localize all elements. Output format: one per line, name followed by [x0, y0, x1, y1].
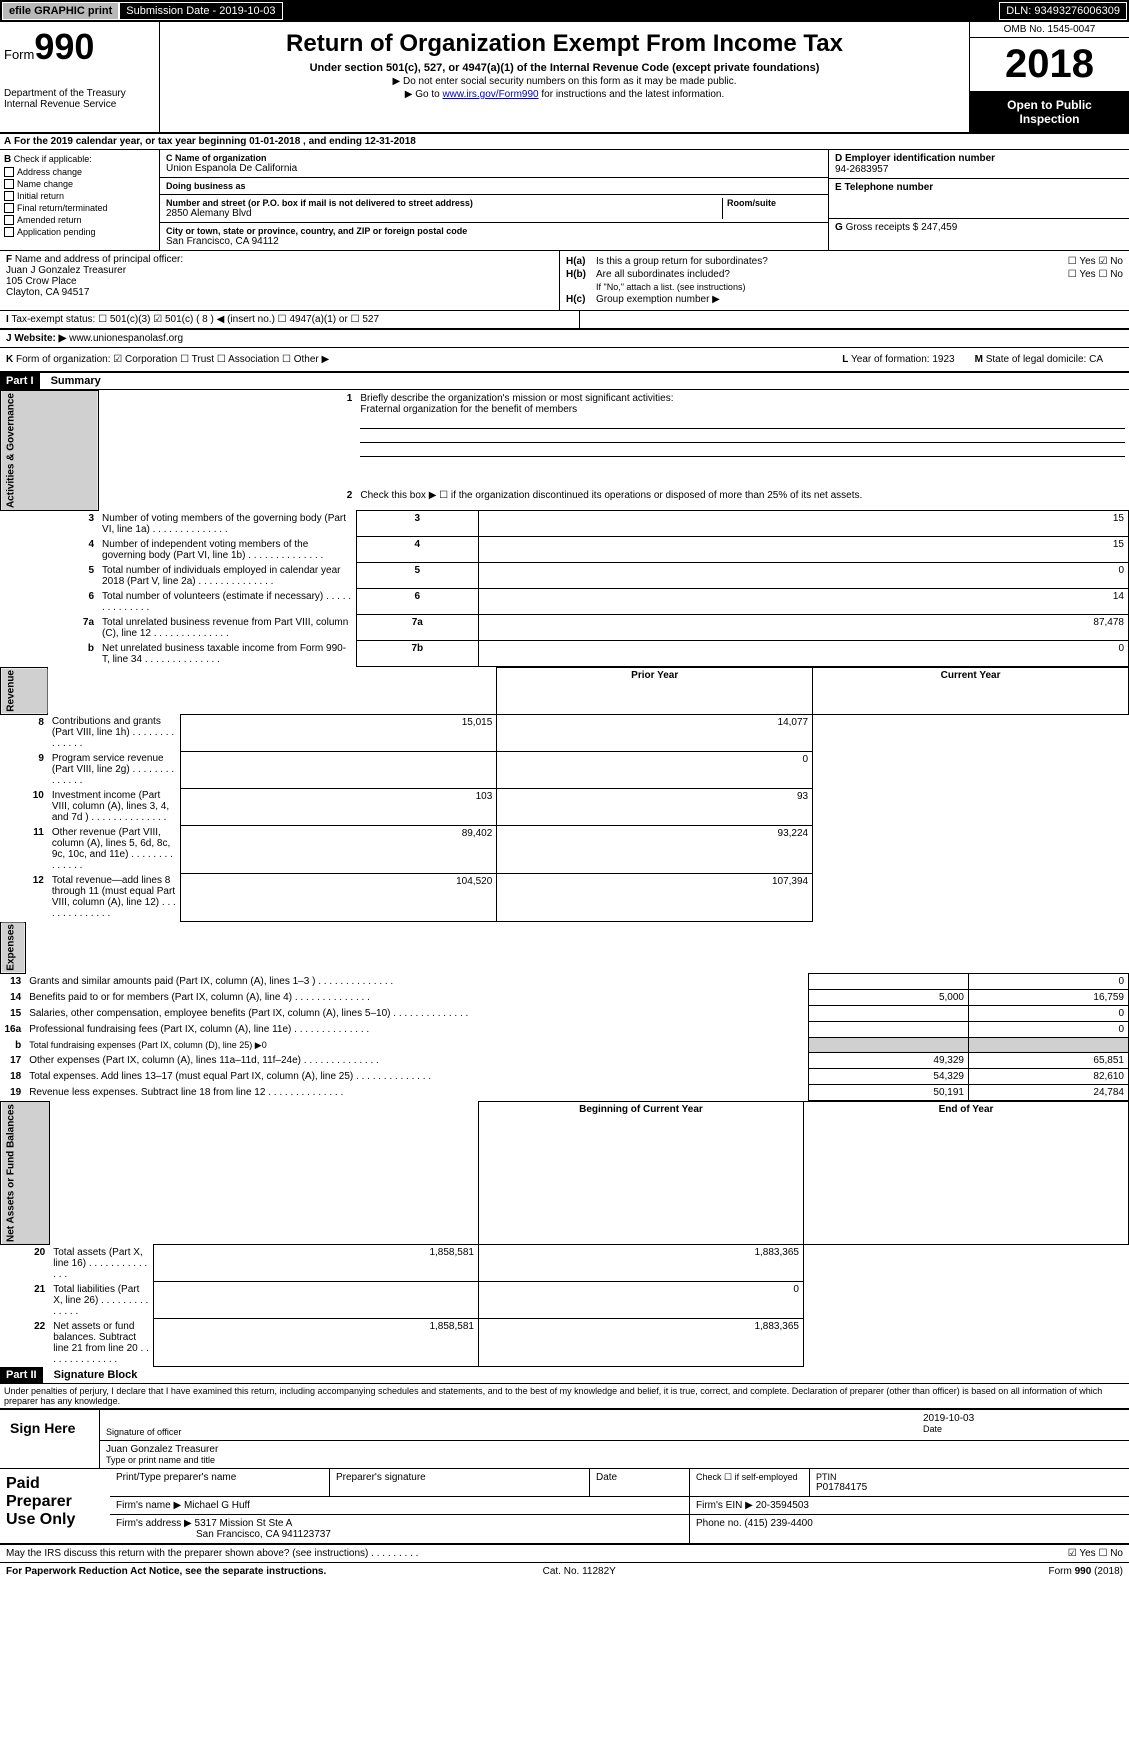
checkbox-initial-return[interactable]	[4, 191, 14, 201]
part2-header: Part II Signature Block	[0, 1367, 1129, 1384]
form-prefix: Form	[4, 47, 34, 62]
revenue-table: Revenue Prior Year Current Year 8Contrib…	[0, 667, 1129, 922]
top-section: Form990 Department of the Treasury Inter…	[0, 22, 1129, 134]
omb-number: OMB No. 1545-0047	[970, 22, 1129, 38]
part1-header: Part I Summary	[0, 373, 1129, 390]
line-a: A For the 2019 calendar year, or tax yea…	[0, 134, 1129, 150]
discuss-row: May the IRS discuss this return with the…	[0, 1545, 1129, 1563]
instruction-1: ▶ Do not enter social security numbers o…	[164, 76, 965, 87]
form990-link[interactable]: www.irs.gov/Form990	[442, 89, 538, 100]
open-to-public: Open to Public Inspection	[970, 92, 1129, 132]
tax-year: 2018	[970, 38, 1129, 92]
col-de: D Employer identification number 94-2683…	[829, 150, 1129, 250]
instruction-2: ▶ Go to www.irs.gov/Form990 for instruct…	[164, 89, 965, 100]
header-bar: efile GRAPHIC print Submission Date - 20…	[0, 0, 1129, 22]
side-expenses: Expenses	[1, 922, 26, 974]
right-header: OMB No. 1545-0047 2018 Open to Public In…	[969, 22, 1129, 132]
netassets-table: Net Assets or Fund Balances Beginning of…	[0, 1101, 1129, 1367]
form-number: 990	[34, 26, 94, 67]
col-h: H(a) Is this a group return for subordin…	[560, 251, 1129, 310]
ptin: P01784175	[816, 1482, 1123, 1493]
org-city: San Francisco, CA 94112	[166, 236, 822, 247]
section-fgh: F Name and address of principal officer:…	[0, 251, 1129, 311]
main-title: Return of Organization Exempt From Incom…	[164, 30, 965, 58]
org-name: Union Espanola De California	[166, 163, 822, 174]
sign-here-section: Sign Here Signature of officer 2019-10-0…	[0, 1408, 1129, 1469]
row-j: J Website: ▶ www.unionespanolasf.org	[0, 329, 1129, 348]
col-b: B Check if applicable: Address change Na…	[0, 150, 160, 250]
dln: DLN: 93493276006309	[999, 2, 1127, 20]
firm-name: Michael G Huff	[184, 1500, 250, 1511]
submission-date: Submission Date - 2019-10-03	[119, 2, 282, 20]
firm-ein: 20-3594503	[756, 1500, 809, 1511]
dept2: Internal Revenue Service	[4, 99, 155, 110]
gross-receipts: Gross receipts $ 247,459	[846, 222, 958, 233]
paid-label: Paid Preparer Use Only	[0, 1469, 110, 1543]
perjury-statement: Under penalties of perjury, I declare th…	[0, 1384, 1129, 1408]
side-governance: Activities & Governance	[1, 391, 99, 511]
side-netassets: Net Assets or Fund Balances	[1, 1102, 50, 1245]
signer-name: Juan Gonzalez Treasurer	[106, 1444, 218, 1455]
website: www.unionespanolasf.org	[69, 333, 183, 344]
paid-preparer-section: Paid Preparer Use Only Print/Type prepar…	[0, 1469, 1129, 1545]
row-i: I Tax-exempt status: ☐ 501(c)(3) ☑ 501(c…	[0, 311, 1129, 329]
mission: Fraternal organization for the benefit o…	[360, 404, 577, 415]
expenses-table: Expenses 13Grants and similar amounts pa…	[0, 922, 1129, 1102]
sign-date: 2019-10-03	[923, 1413, 1123, 1424]
officer-name: Juan J Gonzalez Treasurer	[6, 265, 553, 276]
col-c: C Name of organization Union Espanola De…	[160, 150, 829, 250]
summary-table: Activities & Governance 1 Briefly descri…	[0, 390, 1129, 667]
ein: 94-2683957	[835, 164, 1123, 175]
efile-label: efile GRAPHIC print	[2, 2, 119, 20]
footer: For Paperwork Reduction Act Notice, see …	[0, 1563, 1129, 1580]
checkbox-amended[interactable]	[4, 215, 14, 225]
sign-here-label: Sign Here	[0, 1410, 100, 1468]
checkbox-pending[interactable]	[4, 227, 14, 237]
title-section: Return of Organization Exempt From Incom…	[160, 22, 969, 132]
subtitle: Under section 501(c), 527, or 4947(a)(1)…	[164, 62, 965, 74]
row-klm: K Form of organization: ☑ Corporation ☐ …	[0, 348, 1129, 373]
form-id-block: Form990 Department of the Treasury Inter…	[0, 22, 160, 132]
preparer-phone: (415) 239-4400	[744, 1518, 812, 1529]
section-bcde: B Check if applicable: Address change Na…	[0, 150, 1129, 251]
col-f: F Name and address of principal officer:…	[0, 251, 560, 310]
checkbox-final-return[interactable]	[4, 203, 14, 213]
side-revenue: Revenue	[1, 668, 48, 715]
checkbox-name-change[interactable]	[4, 179, 14, 189]
checkbox-address-change[interactable]	[4, 167, 14, 177]
org-address: 2850 Alemany Blvd	[166, 208, 722, 219]
dept1: Department of the Treasury	[4, 88, 155, 99]
